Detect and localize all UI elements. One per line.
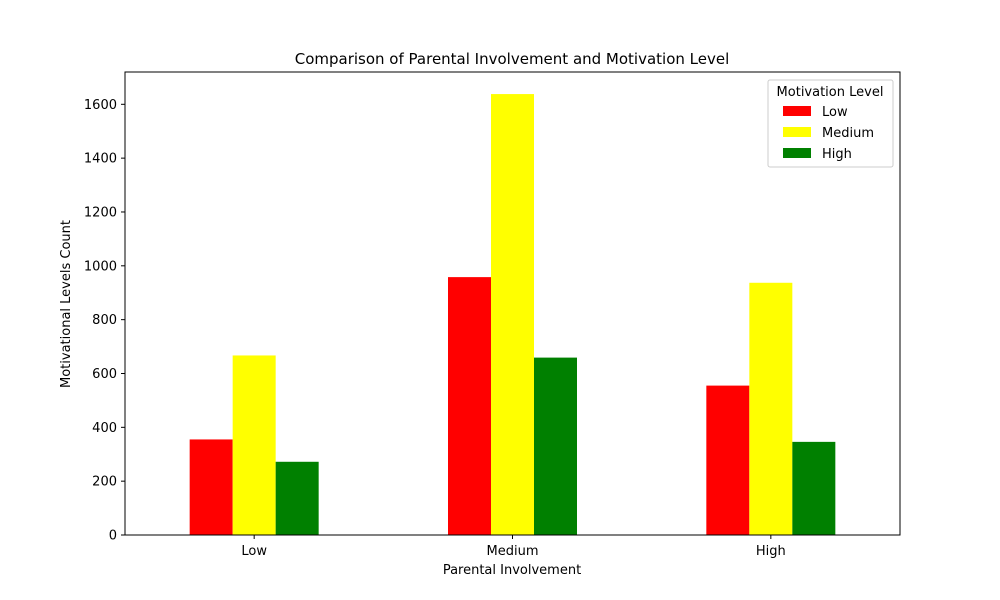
y-axis-label: Motivational Levels Count xyxy=(59,220,74,388)
y-tick-label: 200 xyxy=(92,475,117,490)
y-tick-label: 0 xyxy=(109,529,117,544)
y-tick-label: 1000 xyxy=(84,259,117,274)
x-axis: Low Medium High xyxy=(241,535,786,559)
x-tick-label: Medium xyxy=(487,544,539,559)
legend-title: Motivation Level xyxy=(777,85,884,100)
legend-swatch-medium xyxy=(783,127,811,137)
bar-high-low xyxy=(706,385,750,535)
y-tick-label: 1200 xyxy=(84,205,117,220)
x-axis-label: Parental Involvement xyxy=(443,563,581,578)
legend-swatch-high xyxy=(783,148,811,158)
bar-medium-medium xyxy=(491,94,534,536)
x-tick-label: Low xyxy=(241,544,267,559)
bar-medium-low xyxy=(448,277,491,535)
bar-medium-high xyxy=(534,357,577,535)
legend-items: Low Medium High xyxy=(783,105,874,162)
y-tick-label: 1600 xyxy=(84,98,117,113)
y-tick-label: 600 xyxy=(92,367,117,382)
bar-high-high xyxy=(792,441,836,535)
bar-high-medium xyxy=(749,282,793,535)
legend-swatch-low xyxy=(783,106,811,116)
legend-label-low: Low xyxy=(822,105,848,120)
bars-group xyxy=(189,94,836,536)
legend-label-high: High xyxy=(822,147,852,162)
y-tick-label: 1400 xyxy=(84,152,117,167)
legend-box xyxy=(767,79,894,168)
bar-low-high xyxy=(275,461,319,535)
x-tick-label: High xyxy=(756,544,786,559)
y-tick-label: 400 xyxy=(92,421,117,436)
bar-low-low xyxy=(189,439,233,535)
bar-low-medium xyxy=(232,355,276,535)
y-axis: 0 200 400 600 800 1000 1200 1400 1600 xyxy=(84,98,125,544)
legend-label-medium: Medium xyxy=(822,126,874,141)
legend: Motivation Level Low Medium High xyxy=(767,79,894,168)
chart-title: Comparison of Parental Involvement and M… xyxy=(295,50,730,68)
y-tick-label: 800 xyxy=(92,313,117,328)
